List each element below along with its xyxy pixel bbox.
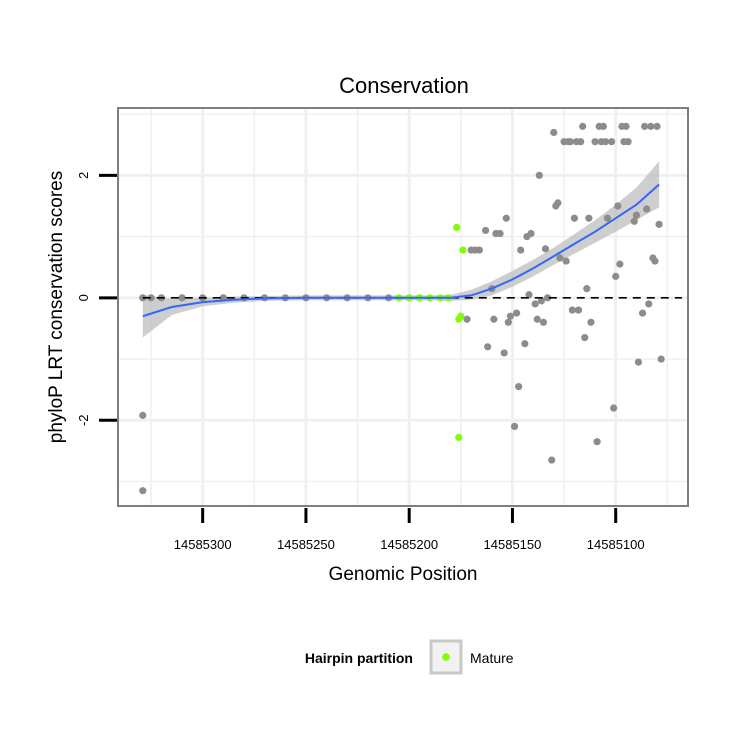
- data-point: [556, 254, 564, 262]
- data-point: [634, 358, 643, 366]
- data-point: [525, 291, 533, 299]
- x-tick-label: 14585100: [587, 537, 645, 552]
- legend-label-mature: Mature: [470, 650, 514, 666]
- data-point: [550, 128, 558, 137]
- x-axis: 14585300 14585250 14585200 14585150 14585100: [174, 508, 645, 552]
- data-point: [510, 422, 519, 430]
- confidence-band: [142, 161, 660, 338]
- data-point: [630, 217, 638, 225]
- data-point: [607, 138, 616, 146]
- data-point: [515, 383, 523, 391]
- legend: Hairpin partition Mature: [305, 639, 514, 675]
- data-point: [490, 315, 498, 323]
- data-point: [554, 199, 562, 207]
- data-point: [139, 487, 147, 495]
- data-point: [139, 411, 147, 419]
- data-point: [178, 294, 186, 302]
- data-point: [506, 312, 514, 320]
- data-point: [535, 171, 543, 179]
- data-point: [610, 404, 618, 412]
- data-point: [574, 306, 583, 314]
- data-point: [537, 297, 545, 305]
- data-point: [614, 202, 622, 210]
- data-point: [577, 138, 585, 146]
- x-tick-label: 14585250: [277, 537, 335, 552]
- data-point: [539, 318, 548, 326]
- confidence-band-area: [142, 161, 660, 338]
- data-point: [647, 122, 655, 130]
- data-point: [624, 138, 632, 146]
- mature-point: [459, 246, 467, 254]
- data-point: [655, 220, 663, 228]
- data-point: [581, 334, 589, 342]
- x-axis-title: Genomic Position: [329, 564, 478, 585]
- data-point: [591, 138, 599, 146]
- data-point: [548, 456, 556, 464]
- loess-line: [142, 183, 660, 318]
- data-point: [585, 214, 593, 222]
- y-axis-title: phyloP LRT conservation scores: [46, 171, 67, 444]
- data-point: [653, 122, 661, 130]
- data-point: [632, 211, 640, 219]
- x-tick-label: 14585300: [174, 537, 232, 552]
- data-point: [593, 438, 601, 446]
- mature-point: [455, 433, 463, 442]
- data-point: [147, 294, 155, 302]
- data-point: [579, 122, 587, 130]
- y-tick-label: 2: [76, 172, 91, 179]
- legend-mature-marker: [442, 653, 450, 661]
- data-point: [504, 318, 512, 326]
- smooth-curve: [142, 183, 660, 318]
- data-point: [641, 122, 649, 130]
- data-point: [531, 300, 539, 308]
- data-point: [645, 300, 653, 308]
- data-point: [568, 306, 576, 314]
- y-tick-label: 0: [76, 294, 91, 301]
- plot-panel: [117, 107, 689, 507]
- data-point: [601, 138, 609, 146]
- data-points: [139, 122, 665, 495]
- data-point: [502, 214, 510, 222]
- mature-point: [457, 312, 465, 320]
- data-point: [638, 309, 647, 317]
- data-point: [512, 309, 521, 317]
- chart-title: Conservation: [339, 73, 469, 98]
- data-point: [139, 294, 147, 302]
- y-axis: -2 0 2: [76, 172, 117, 426]
- data-point: [482, 226, 490, 235]
- data-point: [541, 245, 550, 253]
- mature-point: [453, 223, 461, 231]
- data-point: [599, 122, 607, 130]
- y-tick-label: -2: [76, 414, 91, 426]
- data-point: [500, 349, 508, 357]
- data-point: [496, 229, 504, 238]
- x-tick-label: 14585200: [380, 537, 438, 552]
- data-point: [521, 340, 529, 348]
- data-point: [616, 260, 624, 268]
- data-point: [543, 294, 552, 302]
- data-point: [587, 318, 595, 326]
- data-point: [570, 214, 579, 222]
- data-point: [484, 343, 492, 351]
- data-point: [612, 272, 620, 280]
- data-point: [475, 246, 484, 254]
- data-point: [643, 205, 651, 213]
- data-point: [562, 257, 570, 265]
- data-point: [583, 285, 591, 293]
- panel-border: [117, 107, 689, 507]
- x-tick-label: 14585150: [484, 537, 542, 552]
- data-point: [651, 257, 659, 265]
- legend-title: Hairpin partition: [305, 650, 413, 666]
- data-point: [657, 355, 665, 363]
- data-point: [566, 138, 574, 146]
- data-point: [517, 246, 525, 254]
- data-point: [622, 122, 630, 130]
- data-point: [603, 214, 612, 222]
- data-point: [463, 315, 471, 323]
- data-point: [527, 229, 535, 238]
- data-point: [533, 315, 541, 323]
